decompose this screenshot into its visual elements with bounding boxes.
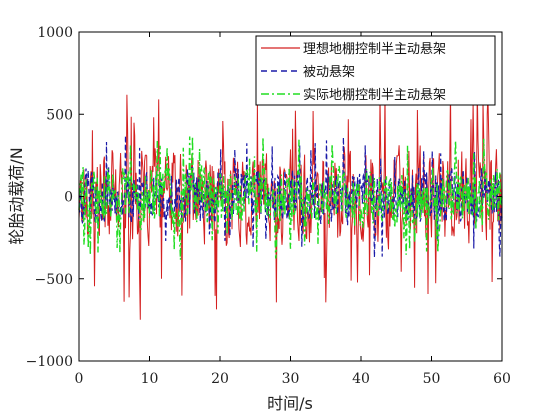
legend-label-passive: 被动悬架	[303, 65, 355, 80]
x-axis-label: 时间/s	[267, 394, 313, 413]
x-tick-label: 60	[493, 371, 511, 387]
x-tick-label: 20	[211, 371, 229, 387]
series-line-passive	[78, 135, 503, 258]
legend-label-ideal: 理想地棚控制半主动悬架	[303, 41, 446, 57]
x-tick-label: 50	[423, 371, 441, 387]
x-tick-label: 40	[352, 371, 370, 387]
legend: 理想地棚控制半主动悬架 被动悬架 实际地棚控制半主动悬架	[255, 35, 496, 106]
y-axis-label: 轮胎动载荷/N	[7, 147, 26, 244]
y-tick-label: 500	[46, 107, 73, 123]
series-layer	[78, 87, 503, 320]
x-tick-label: 30	[282, 371, 300, 387]
y-tick-label: 1000	[37, 25, 73, 41]
x-tick-label: 10	[141, 371, 159, 387]
series-line-actual	[78, 136, 503, 260]
y-tick-label: 0	[64, 190, 73, 206]
y-tick-label: −1000	[26, 354, 73, 370]
legend-label-actual: 实际地棚控制半主动悬架	[303, 88, 446, 103]
x-tick-label: 0	[75, 371, 84, 387]
y-tick-label: −500	[35, 272, 73, 288]
tick-layer: 0 10 20 30 40 50 60 1000 500 0 −500 −1000	[26, 25, 511, 387]
